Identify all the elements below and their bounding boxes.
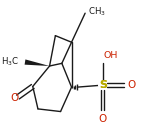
Text: S: S — [99, 80, 107, 90]
Text: O: O — [98, 114, 107, 124]
Text: H$_3$C: H$_3$C — [1, 55, 19, 68]
Polygon shape — [25, 59, 50, 66]
Circle shape — [99, 81, 106, 89]
Text: OH: OH — [104, 51, 118, 60]
Text: S: S — [99, 80, 107, 90]
Text: O: O — [127, 80, 135, 90]
Text: CH$_3$: CH$_3$ — [88, 6, 106, 18]
Text: O: O — [11, 93, 19, 103]
